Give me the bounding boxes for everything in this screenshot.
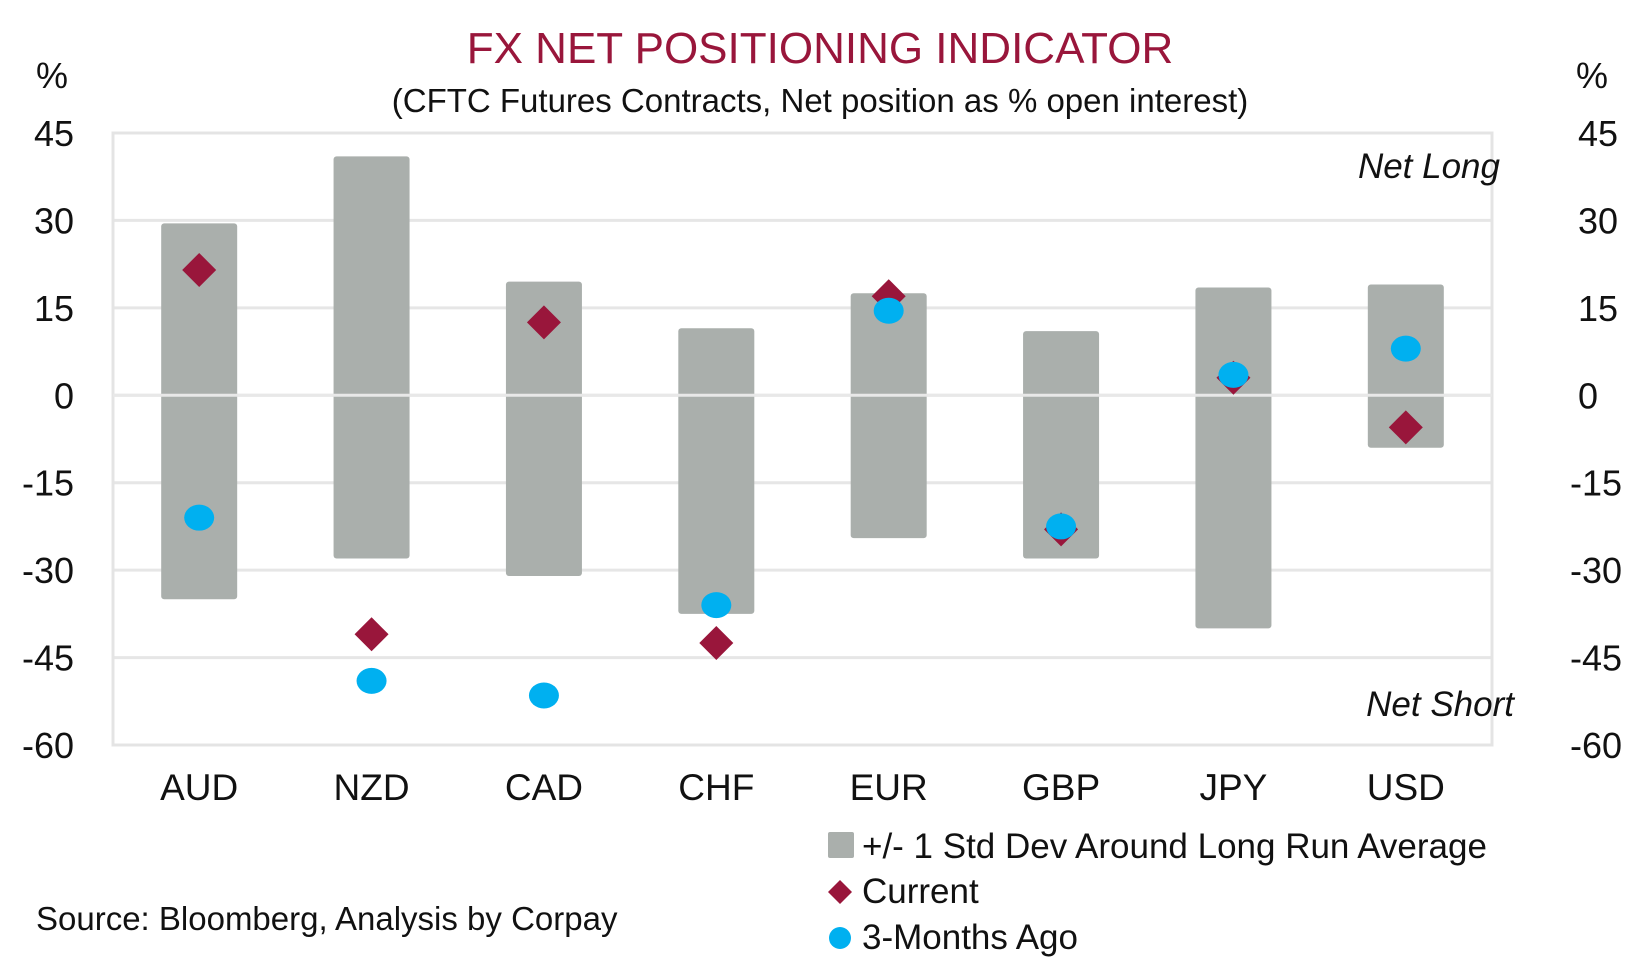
y-axis-left-unit: % bbox=[36, 55, 68, 96]
source-note: Source: Bloomberg, Analysis by Corpay bbox=[36, 900, 618, 937]
range-bar-aud bbox=[161, 223, 238, 600]
range-bar-gbp bbox=[1023, 331, 1100, 559]
current-marker-chf bbox=[699, 626, 734, 660]
range-bar-usd bbox=[1367, 284, 1444, 448]
three-months-ago-marker-aud bbox=[184, 504, 215, 531]
legend-item-current: Current bbox=[828, 872, 979, 911]
y-tick-label-right: 45 bbox=[1578, 113, 1618, 154]
x-tick-label: CAD bbox=[505, 767, 583, 808]
range-bar-cad bbox=[505, 281, 582, 576]
y-tick-label-left: 45 bbox=[34, 113, 74, 154]
y-tick-label-left: 15 bbox=[34, 288, 74, 329]
y-tick-label-right: 15 bbox=[1578, 288, 1618, 329]
x-axis-category-labels: AUD NZD CAD CHF EUR GBP JPY USD bbox=[160, 767, 1445, 808]
y-axis-right-unit: % bbox=[1576, 55, 1608, 96]
legend-diamond-icon bbox=[828, 880, 852, 904]
three-months-ago-marker-usd bbox=[1390, 335, 1421, 362]
y-tick-label-left: -15 bbox=[22, 463, 74, 504]
y-tick-label-right: 0 bbox=[1578, 375, 1598, 416]
range-bar-nzd bbox=[333, 156, 410, 559]
chart-title: FX NET POSITIONING INDICATOR bbox=[467, 24, 1174, 73]
current-marker-cad bbox=[526, 305, 561, 340]
legend-item-3m: 3-Months Ago bbox=[829, 918, 1078, 957]
plot-area-border bbox=[111, 131, 1494, 747]
current-marker-nzd bbox=[354, 617, 389, 652]
y-tick-label-left: -30 bbox=[22, 550, 74, 591]
three-months-ago-marker-jpy bbox=[1218, 361, 1249, 388]
x-tick-label: JPY bbox=[1200, 767, 1268, 808]
y-tick-label-right: -30 bbox=[1570, 550, 1622, 591]
net-long-annotation: Net Long bbox=[1358, 147, 1501, 186]
gridlines bbox=[113, 218, 1492, 660]
three-months-ago-marker-gbp bbox=[1046, 513, 1077, 540]
legend-item-std-dev: +/- 1 Std Dev Around Long Run Average bbox=[828, 827, 1487, 866]
legend-label-std-dev: +/- 1 Std Dev Around Long Run Average bbox=[862, 827, 1487, 866]
y-tick-label-left: -60 bbox=[22, 725, 74, 766]
y-axis-left-ticks: 45 30 15 0 -15 -30 -45 -60 bbox=[22, 113, 74, 766]
legend: +/- 1 Std Dev Around Long Run Average Cu… bbox=[828, 827, 1487, 957]
three-months-ago-marker-cad bbox=[528, 682, 559, 709]
legend-label-3m: 3-Months Ago bbox=[862, 918, 1078, 957]
y-axis-right-ticks: 45 30 15 0 -15 -30 -45 -60 bbox=[1570, 113, 1622, 766]
y-tick-label-right: -45 bbox=[1570, 638, 1622, 679]
x-tick-label: NZD bbox=[334, 767, 410, 808]
three-months-ago-markers bbox=[184, 297, 1421, 709]
legend-circle-icon bbox=[829, 927, 851, 949]
y-tick-label-right: -15 bbox=[1570, 463, 1622, 504]
three-months-ago-marker-chf bbox=[701, 592, 732, 619]
x-tick-label: GBP bbox=[1022, 767, 1100, 808]
three-months-ago-marker-nzd bbox=[356, 667, 387, 694]
net-short-annotation: Net Short bbox=[1366, 685, 1515, 724]
y-tick-label-right: 30 bbox=[1578, 200, 1618, 241]
std-dev-range-bars bbox=[161, 156, 1444, 629]
y-tick-label-left: 30 bbox=[34, 200, 74, 241]
legend-label-current: Current bbox=[862, 872, 979, 911]
current-marker-usd bbox=[1388, 410, 1423, 445]
chart-subtitle: (CFTC Futures Contracts, Net position as… bbox=[392, 82, 1249, 119]
y-tick-label-right: -60 bbox=[1570, 725, 1622, 766]
legend-square-icon bbox=[828, 832, 854, 858]
range-bar-chf bbox=[678, 328, 755, 614]
three-months-ago-marker-eur bbox=[873, 297, 904, 324]
x-tick-label: CHF bbox=[678, 767, 754, 808]
range-bar-jpy bbox=[1195, 287, 1272, 629]
x-tick-label: EUR bbox=[850, 767, 928, 808]
y-tick-label-left: 0 bbox=[54, 375, 74, 416]
current-marker-aud bbox=[182, 252, 217, 287]
x-tick-label: AUD bbox=[160, 767, 238, 808]
range-bar-eur bbox=[850, 293, 927, 539]
x-tick-label: USD bbox=[1367, 767, 1445, 808]
y-tick-label-left: -45 bbox=[22, 638, 74, 679]
